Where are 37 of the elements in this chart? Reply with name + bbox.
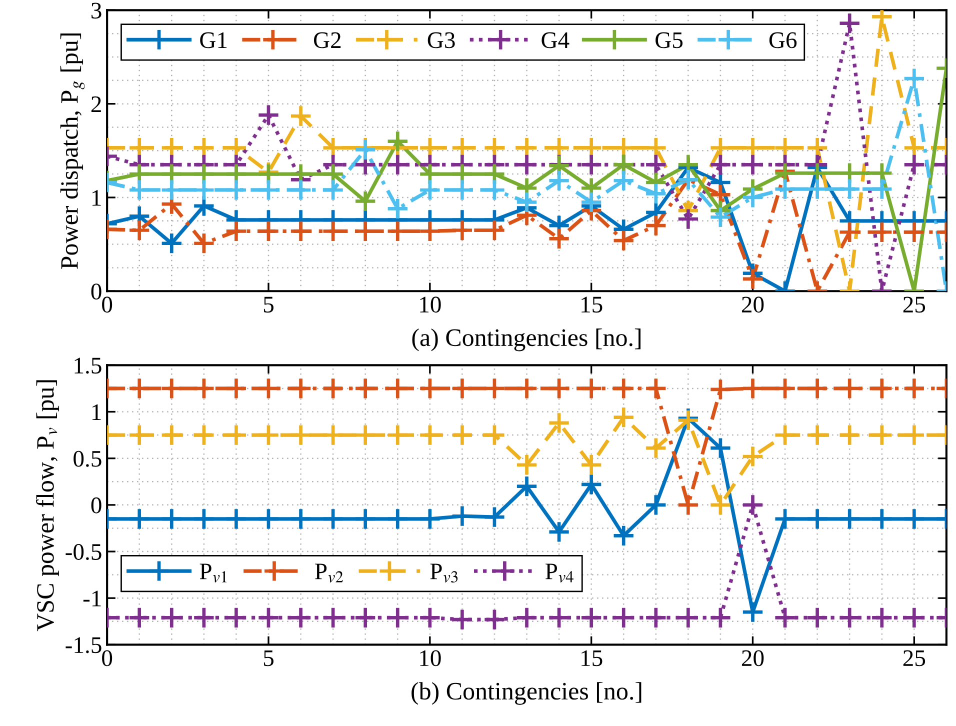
x-tick-label: 5 [264,650,274,666]
y-tick-label: -1.5 [66,637,102,654]
legend-label: P$_{v4}$ [546,564,574,583]
legend-label: P$_{v2}$ [315,564,344,583]
x-tick-label: 5 [264,296,274,313]
y-tick-label: 1 [92,404,101,420]
y-axis-title: VSC power flow, P$_{v}$ [pu] [36,380,59,632]
legend-label: G6 [769,32,797,48]
legend-label: G1 [200,32,227,48]
y-tick-label: 0.5 [74,450,102,467]
x-tick-label: 20 [742,296,764,313]
x-tick-label: 0 [102,650,112,666]
y-axis-title: Power dispatch, P$_{g}$ [pu] [60,34,85,269]
y-tick-label: 1 [92,190,101,206]
x-tick-label: 25 [903,650,926,666]
y-tick-label: 2 [91,96,101,112]
y-tick-label: -0.5 [66,544,102,560]
x-tick-label: 10 [420,650,441,666]
y-tick-label: 3 [92,2,102,19]
x-axis-title: (a) Contingencies [no.] [412,328,640,352]
x-axis-title: (b) Contingencies [no.] [412,682,642,705]
x-tick-label: 25 [903,296,926,313]
y-tick-label: -1 [83,590,101,606]
y-tick-label: 0 [91,497,102,514]
y-tick-label: 1.5 [74,358,102,374]
x-tick-label: 0 [102,296,112,313]
y-tick-label: 0 [91,284,102,300]
legend-label: P$_{v3}$ [430,564,458,583]
legend-label: G5 [656,32,683,48]
x-tick-label: 20 [742,650,764,666]
legend-label: P$_{v1}$ [200,564,226,583]
legend-label: G2 [314,32,341,48]
legend-label: G4 [542,32,570,48]
x-tick-label: 15 [582,650,602,666]
x-tick-label: 10 [420,296,441,313]
x-tick-label: 15 [582,296,602,313]
legend-label: G3 [428,32,455,48]
